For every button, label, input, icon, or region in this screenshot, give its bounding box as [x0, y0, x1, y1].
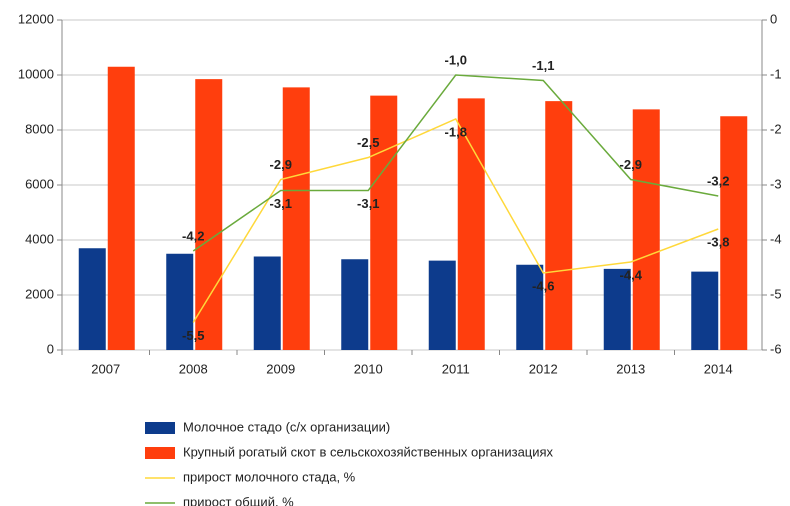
bar	[341, 259, 369, 350]
bar	[545, 101, 573, 350]
data-label: -2,9	[620, 157, 642, 172]
bar	[253, 256, 281, 350]
bar	[166, 253, 194, 350]
bar	[78, 248, 106, 350]
legend-label: прирост общий, %	[183, 494, 294, 506]
bar	[603, 268, 631, 350]
y-tick-label: 8000	[25, 121, 54, 136]
data-label: -3,1	[357, 196, 379, 211]
y-tick-label: 2000	[25, 286, 54, 301]
data-label: -1,1	[532, 58, 554, 73]
data-label: -3,1	[270, 196, 292, 211]
bar	[282, 87, 310, 350]
y-tick-label: 10000	[18, 66, 54, 81]
y2-tick-label: -1	[770, 66, 782, 81]
x-tick-label: 2007	[91, 361, 120, 376]
line	[192, 74, 719, 252]
bar	[195, 79, 223, 350]
y-tick-label: 12000	[18, 11, 54, 26]
data-label: -5,5	[182, 328, 204, 343]
bar	[370, 95, 398, 350]
data-label: -2,5	[357, 135, 379, 150]
y2-tick-label: -3	[770, 176, 782, 191]
data-label: -3,8	[707, 234, 729, 249]
x-tick-label: 2011	[442, 361, 470, 376]
data-label: -2,9	[270, 157, 292, 172]
bar	[691, 271, 719, 350]
bar	[107, 66, 135, 350]
y2-tick-label: -4	[770, 231, 782, 246]
y2-tick-label: -6	[770, 341, 782, 356]
y2-tick-label: 0	[770, 11, 777, 26]
legend-label: Молочное стадо (с/х организации)	[183, 419, 390, 434]
x-tick-label: 2014	[704, 361, 733, 376]
legend-swatch	[145, 447, 175, 459]
legend-swatch	[145, 422, 175, 434]
y2-tick-label: -5	[770, 286, 782, 301]
bar	[632, 109, 660, 350]
y-tick-label: 0	[47, 341, 54, 356]
line	[192, 118, 719, 323]
data-label: -4,6	[532, 278, 554, 293]
y-tick-label: 6000	[25, 176, 54, 191]
x-tick-label: 2008	[179, 361, 208, 376]
y-tick-label: 4000	[25, 231, 54, 246]
legend-label: Крупный рогатый скот в сельскохозяйствен…	[183, 444, 554, 459]
data-label: -1,0	[445, 52, 467, 67]
x-tick-label: 2010	[354, 361, 383, 376]
x-tick-label: 2009	[266, 361, 295, 376]
data-label: -4,2	[182, 228, 204, 243]
x-tick-label: 2012	[529, 361, 558, 376]
bar	[720, 116, 748, 350]
legend-label: прирост молочного стада, %	[183, 469, 356, 484]
bar	[457, 98, 485, 350]
bar	[516, 264, 544, 350]
x-tick-label: 2013	[616, 361, 645, 376]
bar	[428, 260, 456, 350]
data-label: -1,8	[445, 124, 467, 139]
data-label: -3,2	[707, 173, 729, 188]
data-label: -4,4	[620, 267, 643, 282]
y2-tick-label: -2	[770, 121, 782, 136]
